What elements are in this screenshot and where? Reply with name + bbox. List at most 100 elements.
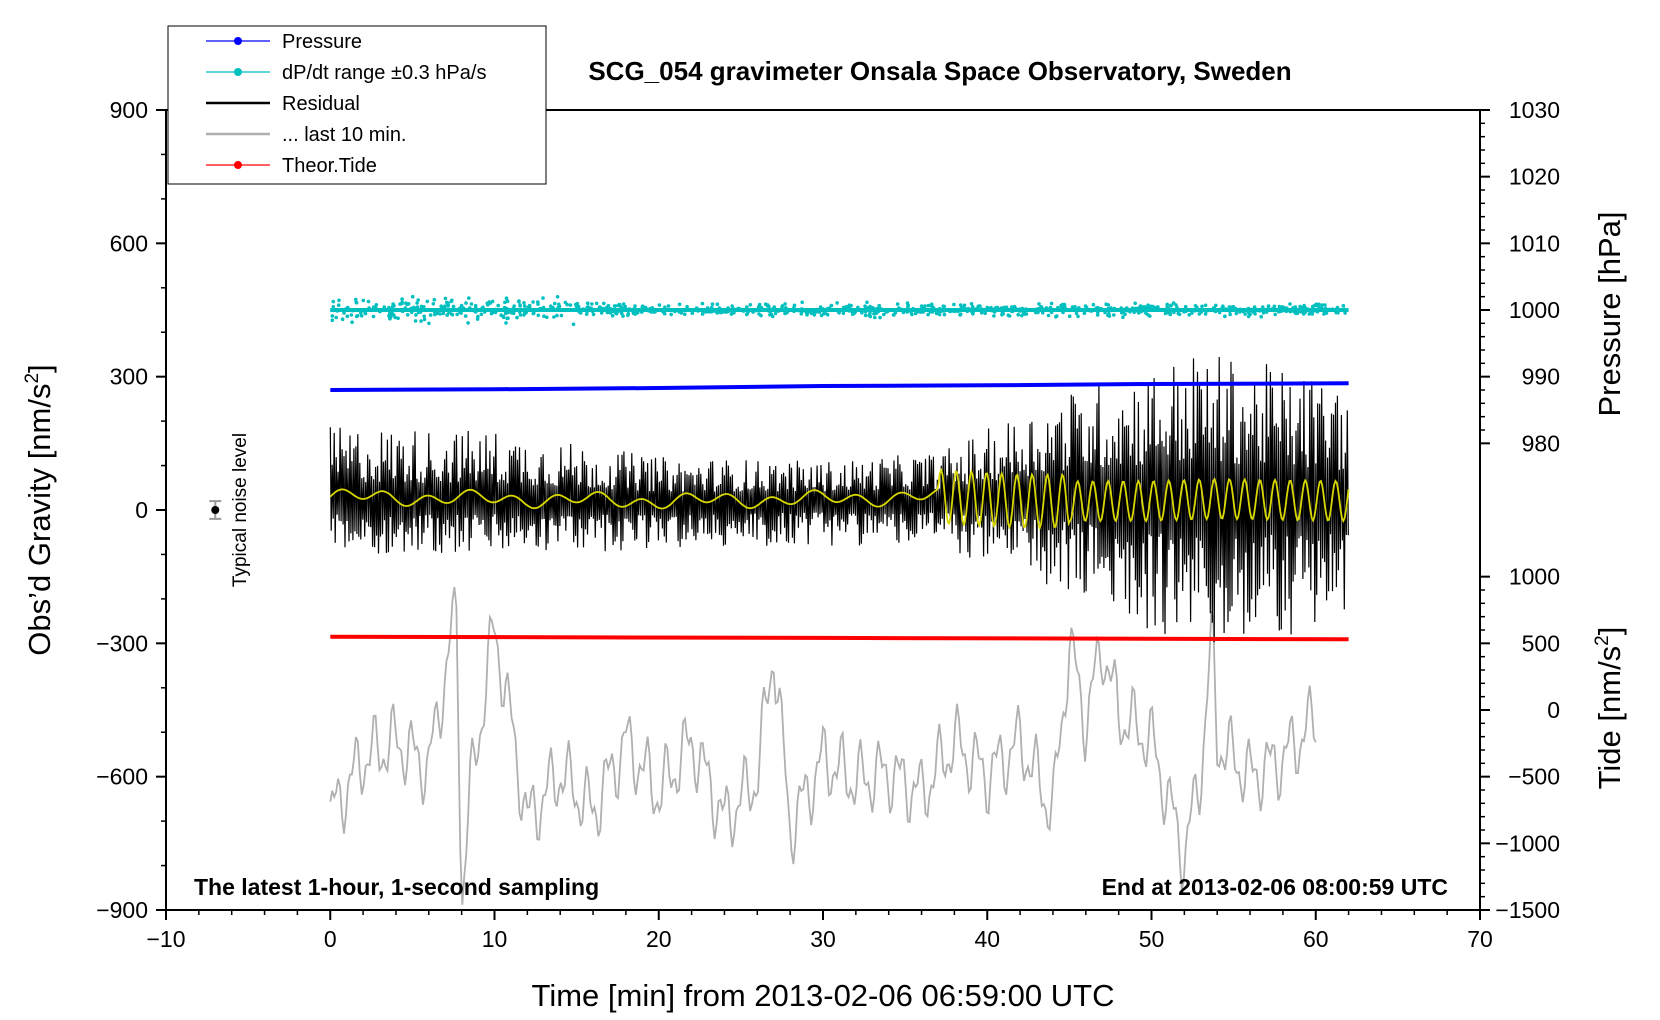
x-tick-label: 10 bbox=[482, 926, 508, 952]
dpdt-point bbox=[868, 314, 873, 319]
dpdt-point bbox=[496, 303, 501, 308]
dpdt-point bbox=[1165, 302, 1169, 307]
dpdt-point bbox=[427, 321, 431, 326]
dpdt-point bbox=[590, 302, 594, 306]
dpdt-point bbox=[571, 322, 576, 327]
dpdt-point bbox=[1049, 301, 1054, 306]
dpdt-point bbox=[868, 311, 872, 315]
dpdt-point bbox=[574, 304, 579, 309]
x-tick-label: 70 bbox=[1467, 926, 1493, 952]
dpdt-point bbox=[666, 304, 671, 308]
dpdt-point bbox=[669, 312, 673, 317]
y-tick-label: −900 bbox=[96, 897, 148, 923]
dpdt-point bbox=[1007, 314, 1012, 318]
dpdt-point bbox=[505, 299, 510, 304]
tide-tick-label: 0 bbox=[1547, 697, 1560, 723]
dpdt-point bbox=[374, 303, 379, 307]
dpdt-point bbox=[336, 303, 341, 308]
dpdt-point bbox=[657, 303, 662, 307]
dpdt-point bbox=[1067, 314, 1072, 319]
series-residual-smoothed bbox=[329, 467, 1350, 531]
dpdt-point bbox=[1083, 304, 1088, 308]
dpdt-point bbox=[451, 304, 456, 309]
dpdt-point bbox=[913, 311, 918, 316]
dpdt-point bbox=[1234, 311, 1239, 316]
legend-marker bbox=[234, 68, 242, 76]
dpdt-point bbox=[450, 298, 454, 303]
y-tick-label: −300 bbox=[96, 630, 148, 656]
dpdt-point bbox=[479, 312, 484, 317]
dpdt-point bbox=[1171, 301, 1176, 305]
dpdt-point bbox=[439, 304, 444, 309]
dpdt-point bbox=[610, 313, 615, 318]
dpdt-point bbox=[340, 317, 345, 322]
x-tick-label: 30 bbox=[810, 926, 836, 952]
series-dpdt bbox=[330, 294, 1349, 327]
dpdt-point bbox=[541, 296, 545, 300]
dpdt-point bbox=[531, 300, 535, 304]
dpdt-point bbox=[490, 299, 495, 304]
dpdt-point bbox=[441, 311, 446, 316]
dpdt-point bbox=[825, 312, 830, 317]
dpdt-point bbox=[1312, 304, 1317, 308]
dpdt-point bbox=[552, 315, 556, 319]
legend-label: Pressure bbox=[282, 31, 362, 53]
dpdt-point bbox=[371, 314, 376, 319]
dpdt-point bbox=[413, 319, 418, 323]
dpdt-point bbox=[863, 313, 868, 318]
dpdt-point bbox=[459, 303, 464, 308]
dpdt-point bbox=[878, 315, 882, 320]
dpdt-point bbox=[1261, 305, 1265, 309]
dpdt-point bbox=[555, 313, 559, 318]
dpdt-point bbox=[422, 314, 427, 319]
dpdt-point bbox=[1076, 314, 1080, 319]
dpdt-point bbox=[1259, 314, 1263, 319]
dpdt-point bbox=[1133, 301, 1137, 306]
dpdt-point bbox=[1183, 304, 1188, 309]
dpdt-point bbox=[469, 302, 474, 306]
dpdt-point bbox=[354, 297, 358, 302]
legend-label: ... last 10 min. bbox=[282, 124, 407, 146]
dpdt-point bbox=[404, 301, 408, 306]
dpdt-point bbox=[1203, 303, 1208, 308]
dpdt-point bbox=[910, 312, 914, 317]
dpdt-point bbox=[390, 305, 395, 309]
dpdt-point bbox=[662, 311, 667, 316]
dpdt-point bbox=[387, 314, 391, 318]
dpdt-point bbox=[433, 312, 437, 317]
dpdt-point bbox=[522, 313, 526, 317]
dpdt-point bbox=[783, 311, 788, 315]
dpdt-point bbox=[1046, 313, 1051, 318]
dpdt-point bbox=[1143, 305, 1147, 309]
dpdt-point bbox=[1343, 311, 1347, 315]
dpdt-point bbox=[414, 313, 418, 317]
x-tick-label: 20 bbox=[646, 926, 672, 952]
dpdt-point bbox=[443, 296, 448, 301]
y-axis-gravity: 900 600 300 0 −300 −600 −900 bbox=[96, 97, 166, 923]
dpdt-point bbox=[683, 312, 687, 317]
residual-line bbox=[329, 356, 1349, 643]
dpdt-point bbox=[1214, 303, 1218, 308]
dpdt-point bbox=[425, 299, 430, 304]
dpdt-point bbox=[626, 313, 630, 318]
series-last-10-min bbox=[329, 586, 1317, 905]
dpdt-point bbox=[934, 311, 939, 316]
dpdt-point bbox=[565, 302, 569, 307]
dpdt-point bbox=[1320, 303, 1324, 307]
x-tick-label: 40 bbox=[974, 926, 1000, 952]
dpdt-point bbox=[475, 317, 480, 321]
dpdt-point bbox=[619, 305, 623, 309]
dpdt-point bbox=[1277, 304, 1282, 309]
y-tick-label: 600 bbox=[110, 230, 148, 256]
dpdt-point bbox=[476, 314, 480, 319]
dpdt-point bbox=[1243, 312, 1247, 316]
dpdt-point bbox=[771, 314, 775, 319]
dpdt-point bbox=[1341, 303, 1346, 308]
dpdt-point bbox=[969, 302, 974, 306]
dpdt-point bbox=[1146, 303, 1150, 308]
pressure-line bbox=[330, 381, 1349, 392]
dpdt-point bbox=[331, 299, 336, 304]
dpdt-point bbox=[606, 303, 611, 308]
dpdt-point bbox=[450, 312, 455, 317]
pressure-tick-label: 1020 bbox=[1509, 164, 1560, 190]
